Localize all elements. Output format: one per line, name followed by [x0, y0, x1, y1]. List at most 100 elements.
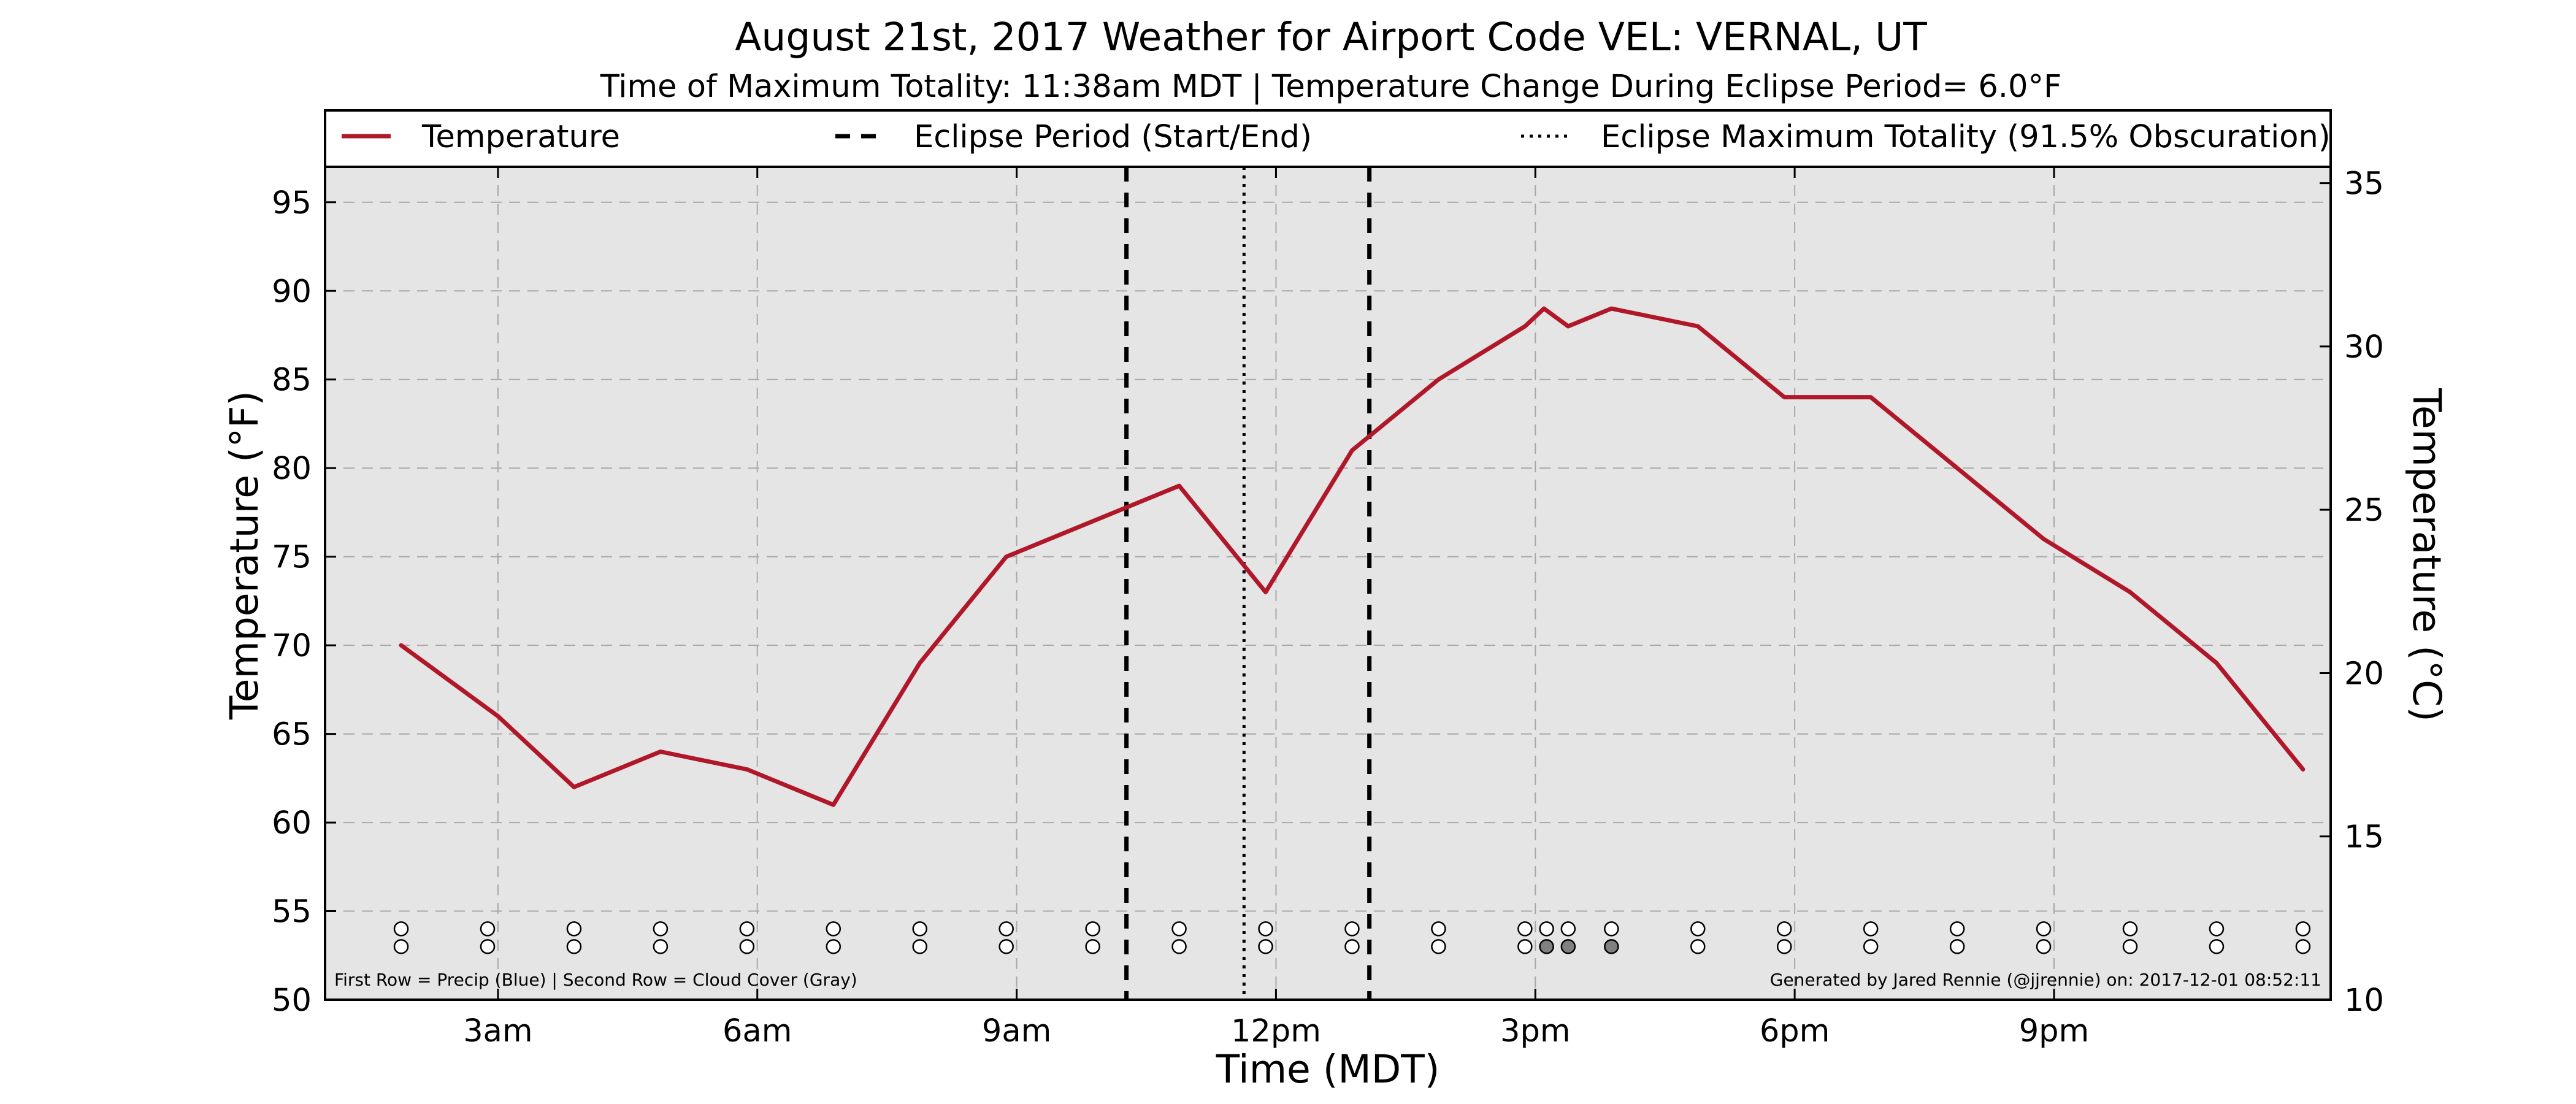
precip-indicator [2209, 921, 2225, 937]
precip-indicator [2036, 921, 2052, 937]
temperature-point [2302, 769, 2304, 770]
precip-indicator [1776, 921, 1792, 937]
precip-indicator [1604, 921, 1619, 937]
cloud-cover-indicator [1949, 939, 1965, 954]
x-tick-label: 12pm [1231, 1013, 1321, 1049]
temperature-point [660, 751, 661, 752]
cloud-cover-indicator [2209, 939, 2225, 954]
precip-indicator [739, 921, 755, 937]
precip-indicator [393, 921, 409, 937]
cloud-cover-indicator [912, 939, 927, 954]
y-tick-label-left: 95 [272, 185, 312, 221]
cloud-cover-indicator [1560, 939, 1576, 954]
axis-ticks: 3am 6am 9am 12pm 3pm 6pm 9pm 50 55 60 65 70 75 80 85 90… [272, 166, 2384, 1049]
y-axis-title-right: Temperature (°C) [2404, 388, 2449, 722]
cloud-cover-indicator [1863, 939, 1879, 954]
precip-indicator [566, 921, 582, 937]
precip-indicator [1431, 921, 1446, 937]
footnote-left: First Row = Precip (Blue) | Second Row =… [334, 970, 857, 990]
cloud-cover-indicator [1085, 939, 1100, 954]
precip-indicator [1560, 921, 1576, 937]
cloud-cover-indicator [566, 939, 582, 954]
precip-indicator [2122, 921, 2138, 937]
legend-box [324, 109, 2332, 168]
cloud-cover-indicator [1344, 939, 1360, 954]
cloud-cover-indicator [739, 939, 755, 954]
y-tick-label-right: 10 [2344, 983, 2384, 1019]
cloud-cover-indicator [1539, 939, 1554, 954]
x-tick-label: 9am [982, 1013, 1051, 1049]
x-tick-label: 3pm [1500, 1013, 1571, 1049]
cloud-cover-indicator [2036, 939, 2052, 954]
precip-indicator [2295, 921, 2311, 937]
cloud-cover-indicator [2295, 939, 2311, 954]
temperature-point [746, 769, 748, 770]
temperature-point [919, 662, 921, 664]
eclipse-markers [1124, 167, 1372, 1000]
x-tick-label: 9pm [2019, 1013, 2090, 1049]
footnote-right: Generated by Jared Rennie (@jjrennie) on… [1770, 970, 2321, 990]
precip-indicator [1517, 921, 1533, 937]
precip-indicator [1690, 921, 1706, 937]
chart-subtitle: Time of Maximum Totality: 11:38am MDT | … [600, 69, 2062, 105]
temperature-point [573, 786, 575, 788]
precip-indicator [1085, 921, 1100, 937]
cloud-cover-indicator [1604, 939, 1619, 954]
precip-indicator [1863, 921, 1879, 937]
legend-temperature-label: Temperature [421, 119, 620, 155]
cloud-cover-indicator [393, 939, 409, 954]
x-axis-title: Time (MDT) [1216, 1047, 1440, 1092]
y-tick-label-left: 60 [272, 805, 312, 841]
temperature-point [2216, 662, 2217, 664]
x-tick-label: 6am [723, 1013, 792, 1049]
y-tick-label-right: 30 [2344, 329, 2384, 366]
y-tick-label-right: 20 [2344, 656, 2384, 692]
y-tick-label-left: 70 [272, 628, 312, 664]
x-tick-label: 6pm [1760, 1013, 1830, 1049]
precip-indicator [912, 921, 927, 937]
temperature-point [1438, 379, 1439, 380]
cloud-cover-indicator [2122, 939, 2138, 954]
y-tick-label-left: 75 [272, 540, 312, 576]
y-tick-label-left: 50 [272, 983, 312, 1019]
y-tick-label-right: 35 [2344, 166, 2384, 202]
precip-indicator [1258, 921, 1273, 937]
legend-eclipse-max-label: Eclipse Maximum Totality (91.5% Obscurat… [1601, 119, 2331, 155]
legend-eclipse-period-label: Eclipse Period (Start/End) [914, 119, 1312, 155]
precip-indicator [999, 921, 1014, 937]
precip-indicator [480, 921, 496, 937]
cloud-cover-indicator [1776, 939, 1792, 954]
cloud-cover-indicator [1431, 939, 1446, 954]
cloud-cover-indicator [1258, 939, 1273, 954]
y-tick-label-right: 15 [2344, 819, 2384, 856]
precip-indicator [1539, 921, 1554, 937]
y-tick-label-left: 55 [272, 894, 312, 930]
y-tick-label-left: 80 [272, 451, 312, 487]
temperature-point [401, 645, 402, 646]
precip-indicator [1344, 921, 1360, 937]
cloud-cover-indicator [1690, 939, 1706, 954]
grid-lines [325, 167, 2331, 1000]
temperature-point [1957, 467, 1958, 469]
precip-indicator [1171, 921, 1187, 937]
plot-area [325, 167, 2331, 1000]
precip-indicator [1949, 921, 1965, 937]
temperature-series [399, 306, 2306, 807]
y-tick-label-left: 85 [272, 362, 312, 399]
precip-indicator [826, 921, 841, 937]
cloud-cover-indicator [999, 939, 1014, 954]
y-tick-label-left: 90 [272, 274, 312, 310]
cloud-cover-indicator [1517, 939, 1533, 954]
chart-title: August 21st, 2017 Weather for Airport Co… [735, 15, 1927, 59]
x-tick-label: 3am [463, 1013, 532, 1049]
precip-cloud-indicators [393, 921, 2311, 954]
y-tick-label-left: 65 [272, 717, 312, 753]
cloud-cover-indicator [1171, 939, 1187, 954]
cloud-cover-indicator [480, 939, 496, 954]
precip-indicator [653, 921, 669, 937]
cloud-cover-indicator [653, 939, 669, 954]
y-tick-label-right: 25 [2344, 493, 2384, 529]
cloud-cover-indicator [826, 939, 841, 954]
y-axis-title-left: Temperature (°F) [222, 391, 267, 720]
